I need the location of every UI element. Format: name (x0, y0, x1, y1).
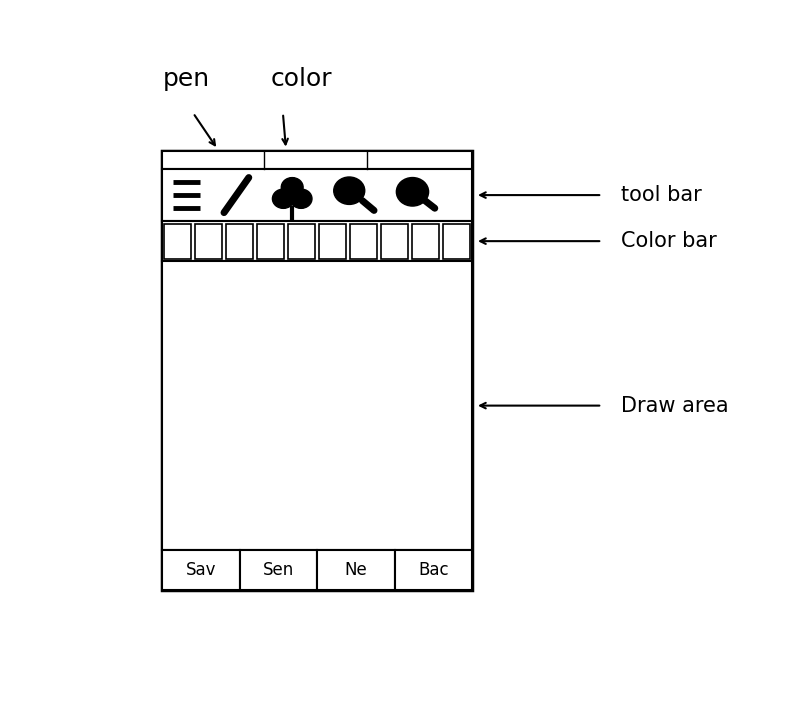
Text: Bac: Bac (418, 561, 449, 579)
Bar (162, 221, 472, 261)
Bar (162, 261, 472, 550)
Bar (350, 224, 377, 258)
Text: Sav: Sav (186, 561, 216, 579)
Circle shape (282, 177, 303, 197)
Circle shape (290, 189, 312, 209)
Bar (319, 224, 346, 258)
Bar (258, 224, 283, 258)
Bar (162, 169, 472, 221)
Bar (165, 224, 190, 258)
Bar (162, 151, 472, 590)
Text: Color bar: Color bar (621, 231, 717, 251)
Bar (162, 550, 239, 590)
Bar (239, 550, 317, 590)
Circle shape (396, 177, 429, 206)
Bar (195, 224, 222, 258)
Text: color: color (270, 67, 332, 91)
Bar (413, 224, 438, 258)
Bar (289, 224, 314, 258)
Bar (443, 224, 470, 258)
Text: tool bar: tool bar (621, 185, 702, 205)
Text: Draw area: Draw area (621, 396, 729, 416)
Bar (394, 550, 472, 590)
Bar (226, 224, 253, 258)
Circle shape (273, 189, 294, 209)
Text: Ne: Ne (344, 561, 367, 579)
Bar (162, 151, 472, 169)
Bar (382, 224, 407, 258)
Text: pen: pen (163, 67, 210, 91)
Bar (317, 550, 394, 590)
Circle shape (334, 177, 365, 204)
Text: Sen: Sen (262, 561, 294, 579)
